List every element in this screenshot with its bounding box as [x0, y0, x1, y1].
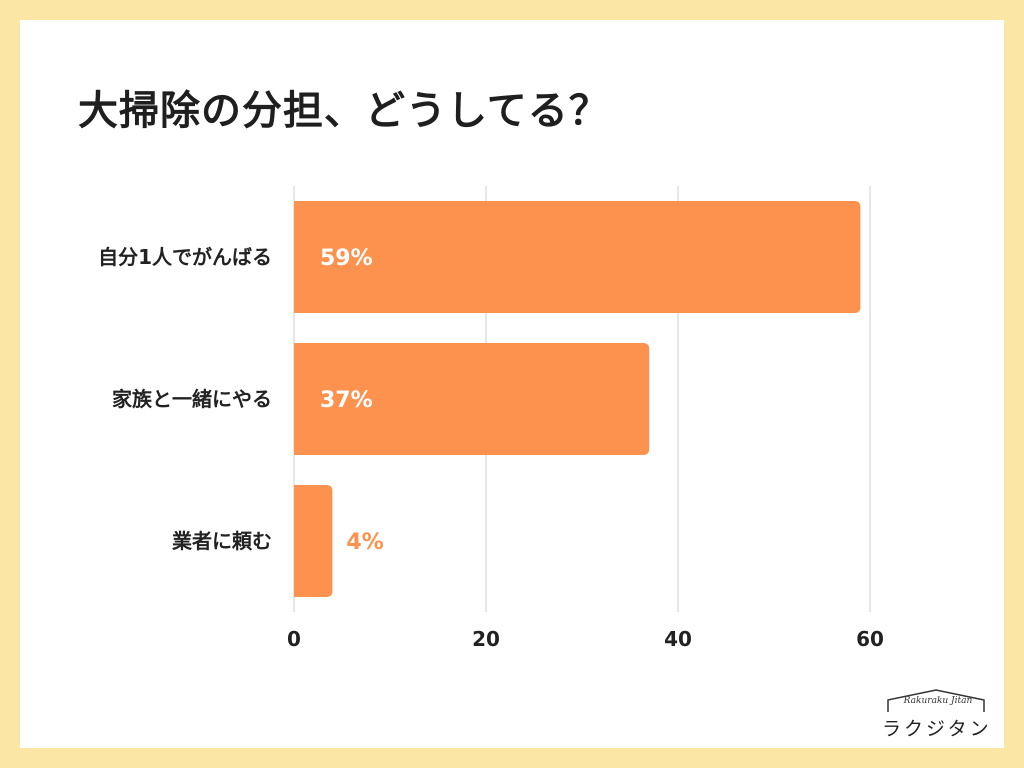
x-tick-label: 40 [664, 627, 692, 651]
category-label: 家族と一緒にやる [112, 387, 272, 411]
x-tick-label: 20 [472, 627, 500, 651]
bar [294, 485, 333, 597]
x-tick-label: 0 [287, 627, 301, 651]
chart-card: 大掃除の分担、どうしてる？ 0 20 40 60 自分1人でがんばる 59% 家族と一緒にや… [20, 20, 1004, 748]
value-label: 37% [320, 388, 373, 413]
chart-title: 大掃除の分担、どうしてる？ [78, 88, 610, 134]
logo-kana-text: ラクジタン [882, 718, 992, 740]
bar-chart: 0 20 40 60 自分1人でがんばる 59% 家族と一緒にやる 37% 業者に頼む 4% [98, 186, 884, 651]
x-tick-label: 60 [856, 627, 884, 651]
brand-logo: Rakuraku Jitan ラクジタン [882, 686, 990, 748]
label-layer: 0 20 40 60 自分1人でがんばる 59% 家族と一緒にやる 37% 業者に頼む 4% [98, 245, 884, 651]
bar [294, 201, 861, 313]
value-label: 4% [346, 530, 383, 555]
house-roof-icon [887, 689, 985, 712]
category-label: 自分1人でがんばる [98, 245, 272, 269]
logo-script-text: Rakuraku Jitan [903, 696, 973, 706]
category-label: 業者に頼む [172, 529, 272, 553]
value-label: 59% [320, 246, 373, 271]
bar [294, 343, 650, 455]
bar-layer [294, 201, 861, 597]
